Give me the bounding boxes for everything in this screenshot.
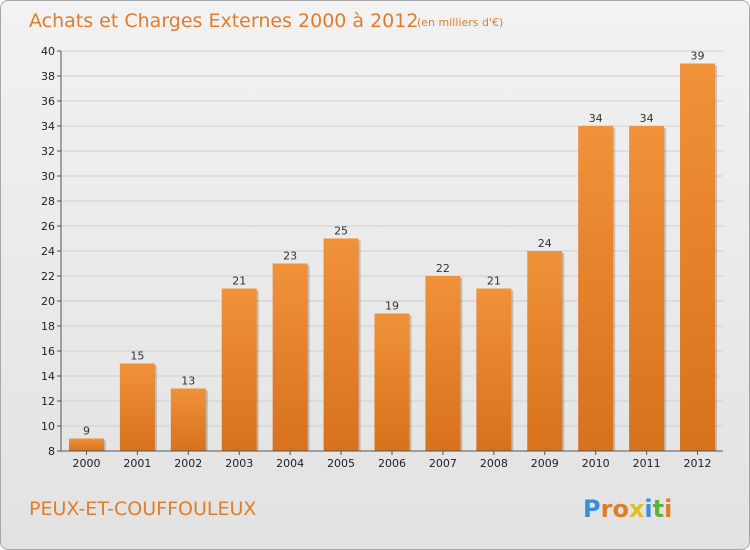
logo-letter: t — [653, 495, 664, 523]
data-label: 25 — [334, 225, 348, 238]
commune-name: PEUX-ET-COUFFOULEUX — [29, 498, 256, 520]
x-tick-label: 2007 — [429, 457, 457, 470]
y-tick-label: 10 — [41, 420, 55, 433]
data-label: 21 — [487, 275, 501, 288]
logo-letter: P — [583, 495, 601, 523]
bar — [629, 126, 665, 451]
bar — [374, 313, 410, 451]
x-tick-label: 2010 — [582, 457, 610, 470]
y-tick-label: 14 — [41, 370, 55, 383]
logo-letter: r — [601, 495, 613, 523]
bar — [578, 126, 614, 451]
bar — [272, 263, 308, 451]
y-tick-label: 28 — [41, 195, 55, 208]
data-label: 34 — [589, 112, 603, 125]
bar — [221, 288, 257, 451]
y-tick-label: 18 — [41, 320, 55, 333]
y-tick-label: 26 — [41, 220, 55, 233]
bar — [476, 288, 512, 451]
data-label: 19 — [385, 300, 399, 313]
bars: 9 15 13 21 23 25 19 22 21 24 34 34 39 — [68, 50, 718, 451]
x-tick-label: 2003 — [225, 457, 253, 470]
data-label: 13 — [181, 375, 195, 388]
bar — [527, 251, 563, 451]
bar — [170, 388, 206, 451]
bar — [680, 63, 716, 451]
x-tick-label: 2011 — [633, 457, 661, 470]
y-tick-label: 16 — [41, 345, 55, 358]
x-tick-label: 2008 — [480, 457, 508, 470]
y-tick-label: 34 — [41, 120, 55, 133]
x-tick-label: 2000 — [72, 457, 100, 470]
x-axis-ticks: 2000 2001 2002 2003 2004 2005 2006 2007 2008 2009… — [72, 451, 712, 470]
y-tick-label: 36 — [41, 95, 55, 108]
bar — [119, 363, 155, 451]
x-tick-label: 2005 — [327, 457, 355, 470]
data-label: 9 — [83, 425, 90, 438]
y-tick-label: 12 — [41, 395, 55, 408]
logo-letter: i — [644, 495, 652, 523]
logo-letter: x — [629, 495, 645, 523]
proxiti-logo: Proxiti — [583, 495, 672, 523]
x-tick-label: 2012 — [684, 457, 712, 470]
y-tick-label: 20 — [41, 295, 55, 308]
y-tick-label: 24 — [41, 245, 55, 258]
logo-letter: o — [612, 495, 629, 523]
y-tick-label: 8 — [48, 445, 55, 458]
data-label: 15 — [130, 350, 144, 363]
x-tick-label: 2004 — [276, 457, 304, 470]
bar — [68, 438, 104, 451]
chart-title: Achats et Charges Externes 2000 à 2012 — [29, 10, 418, 32]
y-tick-label: 32 — [41, 145, 55, 158]
data-label: 34 — [640, 112, 654, 125]
chart-subtitle: (en milliers d'€) — [417, 16, 503, 29]
y-tick-label: 40 — [41, 45, 55, 58]
x-tick-label: 2009 — [531, 457, 559, 470]
logo-letter: i — [664, 495, 672, 523]
x-tick-label: 2001 — [123, 457, 151, 470]
data-label: 24 — [538, 237, 552, 250]
y-tick-label: 38 — [41, 70, 55, 83]
data-label: 39 — [691, 50, 705, 63]
bar — [323, 238, 359, 451]
y-axis-ticks: 8 10 12 14 16 18 20 22 24 26 28 30 32 34 36 38 40 — [41, 45, 61, 458]
y-tick-label: 22 — [41, 270, 55, 283]
data-label: 21 — [232, 275, 246, 288]
data-label: 23 — [283, 250, 297, 263]
data-label: 22 — [436, 262, 450, 275]
bar — [425, 276, 461, 451]
x-tick-label: 2002 — [174, 457, 202, 470]
x-tick-label: 2006 — [378, 457, 406, 470]
y-tick-label: 30 — [41, 170, 55, 183]
